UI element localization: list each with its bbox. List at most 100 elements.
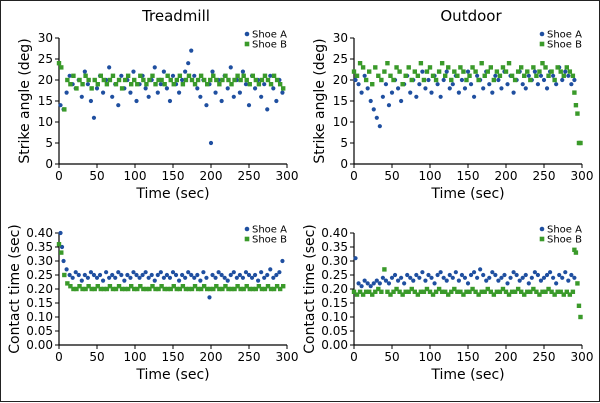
legend-label: Shoe B (547, 40, 582, 51)
legend-marker (244, 236, 250, 242)
data-point (100, 90, 106, 95)
data-point (482, 289, 487, 294)
data-point (482, 73, 487, 78)
data-point (198, 73, 204, 78)
x-tick-label: 150 (457, 169, 480, 183)
data-point (456, 278, 461, 283)
data-point (436, 286, 442, 292)
data-point (83, 73, 88, 78)
y-tick-label: 0.40 (26, 226, 53, 240)
data-point (399, 98, 404, 104)
data-point (532, 270, 537, 275)
data-point (244, 284, 249, 289)
x-tick-label: 100 (419, 169, 442, 183)
y-tick-label: 10 (38, 115, 53, 129)
data-point (252, 86, 258, 91)
x-tick-label: 200 (495, 169, 518, 183)
data-point (488, 65, 493, 70)
data-point (226, 77, 231, 83)
data-point (138, 73, 143, 78)
x-axis-label: Time (sec) (430, 367, 504, 383)
data-point (444, 278, 449, 283)
data-point (471, 270, 477, 275)
data-point (132, 77, 137, 83)
data-point (122, 286, 128, 292)
data-point (91, 115, 97, 120)
data-point (551, 275, 556, 280)
data-point (220, 286, 225, 292)
series-shoe-a (58, 48, 285, 146)
data-point (235, 73, 240, 78)
data-point (113, 286, 119, 292)
data-point (232, 286, 237, 292)
data-point (134, 98, 139, 104)
data-point (382, 69, 387, 74)
y-tick-label: 25 (333, 52, 348, 66)
data-point (406, 289, 411, 294)
data-point (505, 82, 510, 87)
data-point (217, 82, 222, 87)
legend-label: Shoe A (252, 30, 287, 41)
data-point (394, 65, 399, 70)
data-point (458, 65, 463, 70)
data-point (426, 77, 431, 83)
data-point (394, 286, 399, 292)
data-point (223, 284, 228, 289)
data-point (256, 82, 262, 87)
data-point (551, 73, 556, 78)
data-point (271, 286, 277, 292)
data-point (447, 86, 452, 91)
data-point (231, 270, 236, 275)
data-point (380, 94, 385, 99)
data-point (262, 82, 267, 87)
data-point (186, 73, 192, 78)
data-point (423, 278, 428, 283)
data-point (149, 272, 154, 278)
data-point (238, 286, 243, 292)
data-point (380, 275, 385, 280)
data-point (429, 90, 434, 95)
data-point (237, 90, 242, 95)
data-point (211, 286, 216, 292)
data-point (165, 73, 170, 78)
y-tick-label: 0.20 (26, 282, 53, 296)
data-point (538, 278, 544, 283)
data-point (198, 94, 203, 99)
data-point (523, 272, 528, 278)
data-point (503, 289, 509, 294)
data-point (402, 281, 407, 286)
data-point (547, 270, 553, 275)
data-point (116, 284, 122, 289)
data-point (353, 256, 358, 261)
data-point (429, 275, 434, 280)
data-point (532, 69, 537, 74)
data-point (552, 292, 557, 297)
data-point (370, 292, 375, 297)
data-point (481, 86, 486, 91)
data-point (162, 286, 167, 292)
data-point (226, 286, 231, 292)
data-point (468, 272, 474, 278)
data-point (549, 69, 554, 74)
data-point (110, 286, 116, 292)
data-point (433, 289, 439, 294)
data-point (560, 275, 565, 280)
data-point (537, 292, 542, 297)
data-point (351, 69, 357, 74)
data-point (436, 69, 442, 74)
data-point (74, 86, 79, 91)
data-point (241, 73, 246, 78)
data-point (557, 272, 562, 278)
data-point (490, 90, 495, 95)
data-point (122, 278, 127, 283)
x-tick-label: 50 (384, 350, 399, 364)
data-point (567, 69, 573, 74)
data-point (180, 82, 186, 87)
data-point (520, 275, 525, 280)
data-point (135, 286, 140, 292)
data-point (107, 275, 112, 280)
data-point (391, 77, 396, 83)
data-point (183, 69, 188, 74)
data-point (365, 281, 370, 286)
y-tick-label: 25 (38, 52, 53, 66)
